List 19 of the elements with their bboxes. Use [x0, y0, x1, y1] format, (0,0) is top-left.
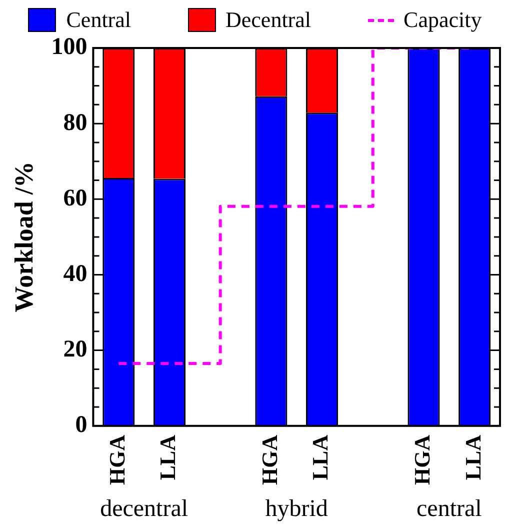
- text: decentral: [100, 496, 188, 522]
- x-tick-label: HGA: [409, 434, 434, 486]
- y-tick-label: 60: [63, 185, 88, 212]
- legend-label: Central: [66, 7, 132, 33]
- x-tick-label: LLA: [460, 434, 486, 480]
- y-axis-title: Workload /%: [9, 161, 38, 312]
- x-tick-label: LLA: [308, 434, 333, 480]
- y-tick-label: 40: [63, 260, 88, 287]
- y-tick-label: 80: [63, 110, 88, 136]
- y-tick-label: 100: [51, 34, 88, 60]
- x-tick-label: HGA: [256, 434, 282, 486]
- x-tick-label: LLA: [155, 434, 180, 480]
- legend-label: Capacity: [404, 7, 482, 33]
- x-tick-label: HGA: [104, 434, 130, 486]
- text: hybrid: [265, 496, 328, 522]
- y-tick-label: 0: [75, 412, 88, 438]
- legend-label: Decentral: [226, 7, 312, 33]
- y-tick-label: 20: [63, 336, 88, 363]
- text: central: [416, 496, 482, 522]
